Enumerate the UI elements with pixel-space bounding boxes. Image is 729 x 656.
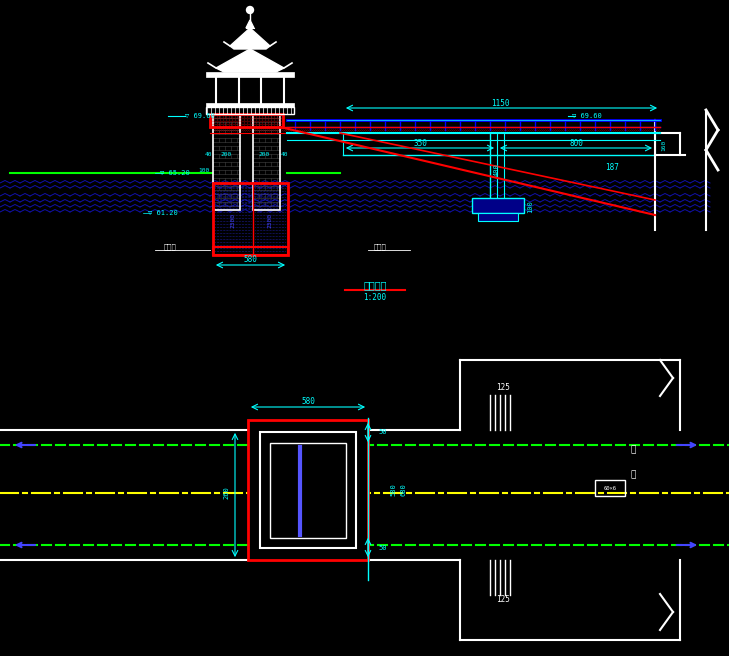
Text: 350: 350 bbox=[413, 138, 427, 148]
Bar bbox=[270, 443, 346, 538]
Bar bbox=[206, 72, 294, 77]
Text: 50: 50 bbox=[379, 545, 387, 551]
Polygon shape bbox=[246, 20, 254, 28]
Text: 100: 100 bbox=[527, 201, 533, 213]
Text: 40: 40 bbox=[204, 152, 211, 157]
Text: 粘性土: 粘性土 bbox=[374, 243, 386, 251]
Text: 200: 200 bbox=[258, 152, 270, 157]
Polygon shape bbox=[230, 28, 270, 49]
Text: 1150: 1150 bbox=[491, 98, 510, 108]
Text: 100: 100 bbox=[198, 167, 210, 173]
Text: 800: 800 bbox=[569, 138, 583, 148]
Bar bbox=[260, 432, 356, 548]
Text: 580: 580 bbox=[243, 255, 257, 264]
Bar bbox=[253, 114, 280, 210]
Text: 680: 680 bbox=[401, 483, 407, 497]
Text: 2300: 2300 bbox=[230, 213, 235, 228]
Bar bbox=[213, 183, 288, 255]
Text: ▽ 65.20: ▽ 65.20 bbox=[160, 170, 190, 176]
Text: 50: 50 bbox=[379, 429, 387, 435]
Text: 坝: 坝 bbox=[631, 445, 636, 455]
Bar bbox=[206, 107, 294, 114]
Polygon shape bbox=[216, 49, 284, 72]
Text: 40: 40 bbox=[280, 152, 288, 157]
Text: 187: 187 bbox=[605, 163, 619, 173]
Bar bbox=[206, 103, 294, 107]
Text: 160: 160 bbox=[661, 139, 666, 151]
Text: ▽ 61.20: ▽ 61.20 bbox=[148, 210, 178, 216]
Text: 粘性土: 粘性土 bbox=[163, 243, 176, 251]
Bar bbox=[248, 420, 368, 560]
Bar bbox=[210, 114, 283, 127]
Text: 2300: 2300 bbox=[268, 213, 273, 228]
Circle shape bbox=[246, 7, 254, 14]
Bar bbox=[478, 213, 518, 221]
Bar bbox=[213, 114, 240, 210]
Bar bbox=[595, 480, 625, 496]
Text: 125: 125 bbox=[496, 384, 510, 392]
Text: 580: 580 bbox=[390, 483, 396, 497]
Bar bbox=[213, 247, 288, 255]
Bar bbox=[472, 198, 524, 213]
Text: 60×6: 60×6 bbox=[604, 485, 617, 491]
Text: 580: 580 bbox=[301, 396, 315, 405]
Text: 400: 400 bbox=[494, 163, 500, 176]
Text: 纵断面图: 纵断面图 bbox=[363, 280, 387, 290]
Text: 200: 200 bbox=[220, 152, 232, 157]
Text: 顶: 顶 bbox=[631, 470, 636, 480]
Text: 125: 125 bbox=[496, 596, 510, 604]
Text: 1:200: 1:200 bbox=[364, 293, 386, 302]
Text: ▽ 69.60: ▽ 69.60 bbox=[572, 113, 601, 119]
Text: ▽ 69.60: ▽ 69.60 bbox=[185, 113, 215, 119]
Text: 260: 260 bbox=[223, 487, 229, 499]
